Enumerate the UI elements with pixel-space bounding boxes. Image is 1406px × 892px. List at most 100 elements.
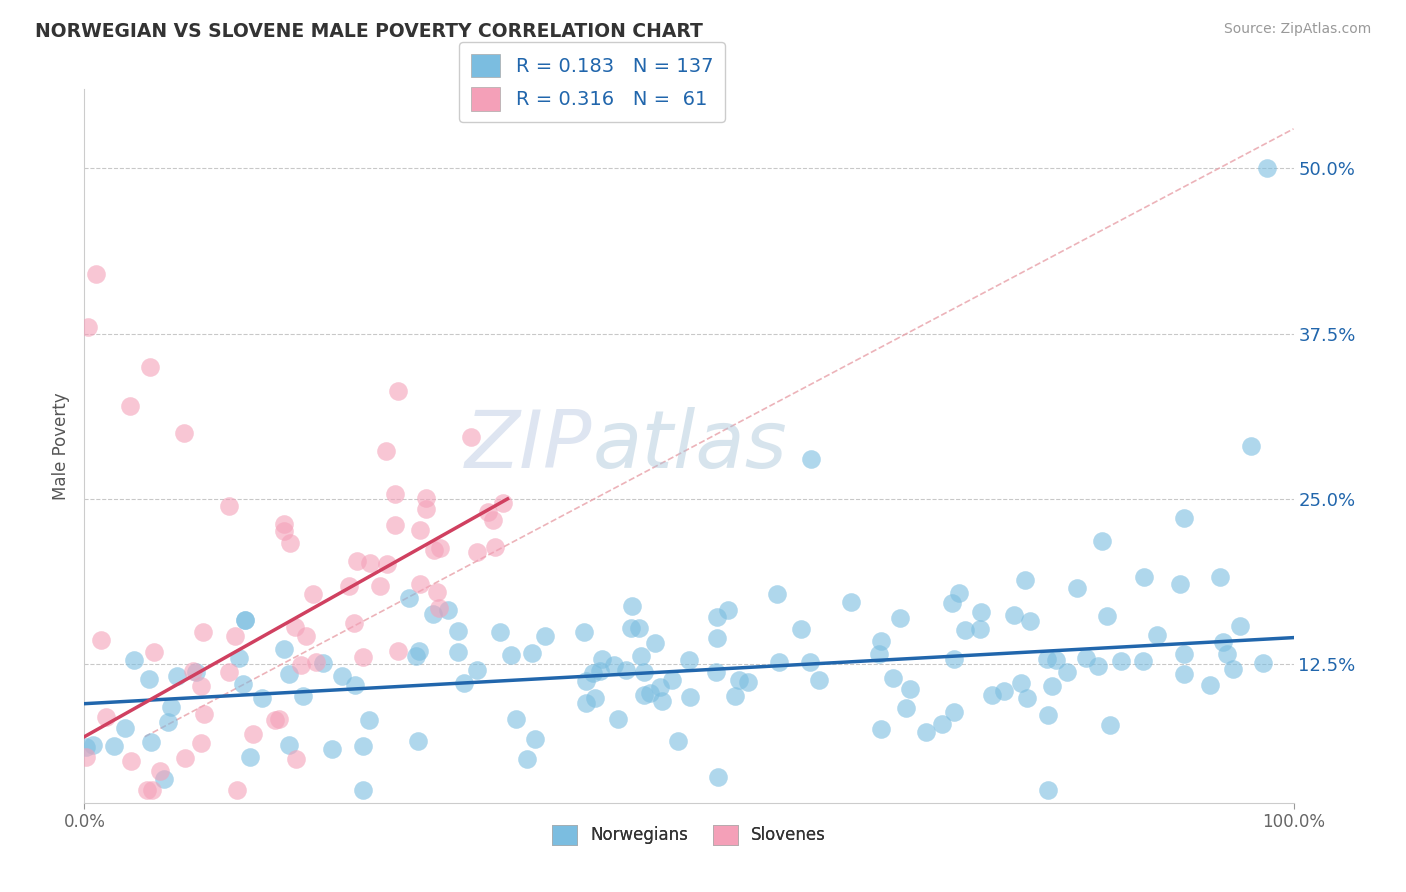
Point <box>477 505 499 519</box>
Point <box>868 647 890 661</box>
Point <box>190 736 212 750</box>
Point <box>706 609 728 624</box>
Point <box>184 665 207 679</box>
Point <box>1173 511 1195 525</box>
Point <box>193 707 215 722</box>
Point <box>633 688 655 702</box>
Point <box>1087 658 1109 673</box>
Point <box>343 615 366 630</box>
Point <box>993 684 1015 698</box>
Point <box>1240 439 1263 453</box>
Point <box>357 713 380 727</box>
Point <box>218 665 240 679</box>
Point <box>1095 609 1118 624</box>
Point <box>436 602 458 616</box>
Point <box>614 663 637 677</box>
Point <box>737 675 759 690</box>
Point <box>387 643 409 657</box>
Point <box>359 556 381 570</box>
Point <box>352 739 374 754</box>
Point <box>1216 647 1239 661</box>
Point <box>384 518 406 533</box>
Point <box>269 712 291 726</box>
Point <box>239 750 262 764</box>
Point <box>141 734 163 748</box>
Point <box>1222 662 1244 676</box>
Point <box>970 605 993 619</box>
Point <box>501 648 523 662</box>
Point <box>157 714 180 729</box>
Point <box>139 359 162 374</box>
Point <box>1036 652 1059 666</box>
Point <box>352 650 374 665</box>
Point <box>90 633 112 648</box>
Point <box>724 690 747 704</box>
Point <box>426 585 449 599</box>
Point <box>405 648 427 663</box>
Point <box>1017 690 1039 705</box>
Point <box>252 690 274 705</box>
Point <box>943 705 966 719</box>
Point <box>344 678 367 692</box>
Point <box>648 681 671 695</box>
Point <box>465 663 488 677</box>
Point <box>190 679 212 693</box>
Y-axis label: Male Poverty: Male Poverty <box>52 392 70 500</box>
Point <box>423 542 446 557</box>
Point <box>166 669 188 683</box>
Point <box>575 673 598 688</box>
Point <box>285 752 308 766</box>
Point <box>114 722 136 736</box>
Point <box>120 400 142 414</box>
Point <box>768 655 790 669</box>
Point <box>346 554 368 568</box>
Point <box>505 712 527 726</box>
Point <box>898 682 921 697</box>
Point <box>415 502 437 516</box>
Text: atlas: atlas <box>592 407 787 485</box>
Point <box>651 694 673 708</box>
Point <box>808 673 831 687</box>
Point <box>915 724 938 739</box>
Point <box>644 636 666 650</box>
Point <box>301 586 323 600</box>
Point <box>174 751 197 765</box>
Point <box>398 591 420 605</box>
Point <box>278 667 301 681</box>
Point <box>429 541 451 556</box>
Point <box>1146 628 1168 642</box>
Point <box>678 652 700 666</box>
Text: ZIP: ZIP <box>465 407 592 485</box>
Point <box>153 772 176 787</box>
Point <box>232 677 254 691</box>
Point <box>1045 653 1067 667</box>
Point <box>481 513 503 527</box>
Point <box>295 629 318 643</box>
Point <box>679 690 702 704</box>
Point <box>1173 648 1195 662</box>
Point <box>173 425 195 440</box>
Point <box>149 764 172 779</box>
Point <box>516 752 538 766</box>
Point <box>103 739 125 754</box>
Point <box>799 656 821 670</box>
Point <box>332 669 354 683</box>
Point <box>233 613 256 627</box>
Point <box>374 443 396 458</box>
Point <box>1036 707 1059 722</box>
Point <box>409 577 432 591</box>
Point <box>304 656 326 670</box>
Point <box>583 691 606 706</box>
Point <box>534 629 557 643</box>
Point <box>706 631 728 645</box>
Point <box>522 646 544 660</box>
Point <box>1040 680 1063 694</box>
Point <box>337 579 360 593</box>
Point <box>717 603 740 617</box>
Point <box>492 496 515 510</box>
Point <box>591 652 613 666</box>
Point <box>953 623 976 637</box>
Point <box>1010 676 1032 690</box>
Point <box>96 710 118 724</box>
Point <box>427 600 450 615</box>
